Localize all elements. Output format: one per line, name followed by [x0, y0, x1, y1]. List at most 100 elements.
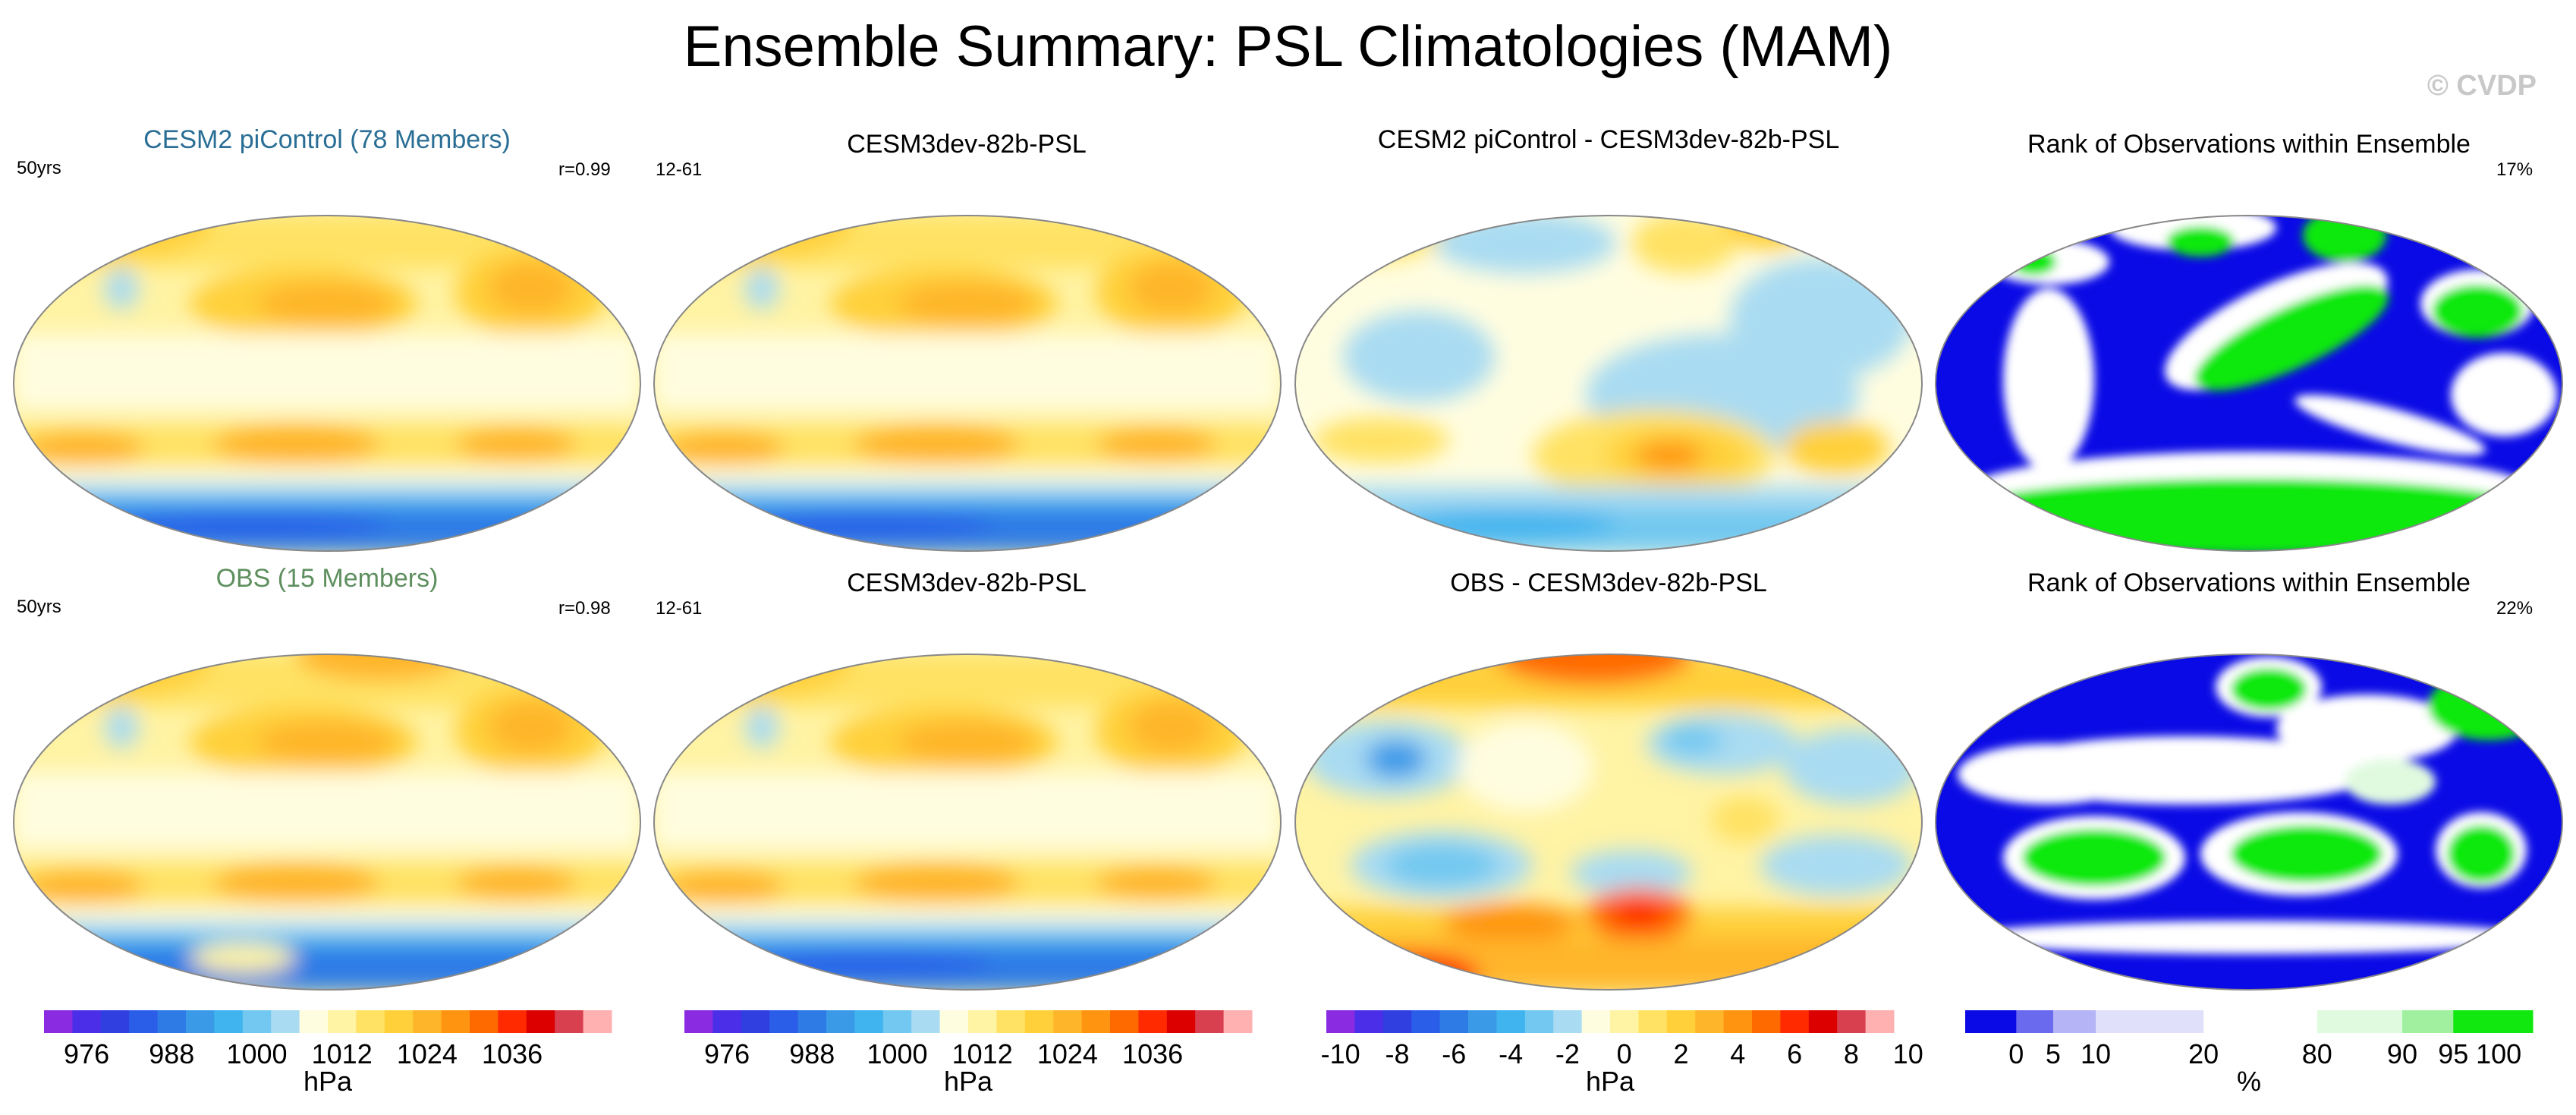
map-frame-r1c4	[1935, 215, 2563, 552]
colorbar-tick-label: 988	[789, 1038, 835, 1069]
colorbar-swatch	[882, 1010, 912, 1033]
colorbar-swatch	[769, 1010, 799, 1033]
colorbar-swatch	[1837, 1010, 1867, 1033]
panel-title-r2c1: OBS (15 Members)	[215, 564, 439, 593]
colorbar-swatch	[826, 1010, 855, 1033]
colorbar-swatch	[72, 1010, 102, 1033]
colorbar-tick-label: 10	[2081, 1038, 2111, 1069]
colorbar-swatch	[1752, 1010, 1781, 1033]
colorbar-swatch	[1382, 1010, 1412, 1033]
colorbar-tick-label: 6	[1787, 1038, 1802, 1069]
colorbar-tick-label: -8	[1385, 1038, 1409, 1069]
colorbar-swatch	[2096, 1010, 2204, 1033]
colorbar-swatch	[2317, 1010, 2403, 1033]
colorbar-swatch	[1110, 1010, 1139, 1033]
colorbar-swatch	[1166, 1010, 1196, 1033]
colorbar-swatch	[384, 1010, 414, 1033]
colorbar-swatch	[356, 1010, 385, 1033]
colorbar-tick-label: 1036	[482, 1038, 543, 1069]
pct-label-r1c4: 17%	[2496, 159, 2534, 180]
years-label-r2c2: 12-61	[656, 598, 703, 619]
panel-title-r1c3: CESM2 piControl - CESM3dev-82b-PSL	[1377, 125, 1840, 154]
colorbar-swatch	[1666, 1010, 1696, 1033]
colorbar-swatch	[1354, 1010, 1384, 1033]
map-frame-r1c1	[13, 215, 641, 552]
colorbar-tick-label: 976	[704, 1038, 750, 1069]
map-frame-r1c2	[653, 215, 1282, 552]
colorbar-swatch	[1496, 1010, 1526, 1033]
map-frame-r2c4	[1935, 654, 2563, 991]
years-label-r1c1: 50yrs	[17, 158, 61, 178]
colorbar-swatch	[684, 1010, 713, 1033]
colorbar-tick-label: -2	[1555, 1038, 1580, 1069]
colorbar-tick-label: 90	[2387, 1038, 2417, 1069]
colorbar-swatch	[328, 1010, 357, 1033]
years-label-r1c2: 12-61	[656, 159, 703, 180]
colorbar-swatch	[157, 1010, 187, 1033]
colorbar-swatch	[2052, 1010, 2096, 1033]
colorbar-swatch	[939, 1010, 969, 1033]
pct-label-r2c4: 22%	[2496, 598, 2534, 619]
colorbar-swatch	[911, 1010, 941, 1033]
colorbar-swatch	[1411, 1010, 1441, 1033]
colorbar-tick-label: 1024	[1037, 1038, 1098, 1069]
colorbar-swatch	[470, 1010, 499, 1033]
colorbar-tick-label: 8	[1844, 1038, 1859, 1069]
colorbar-swatch	[1053, 1010, 1083, 1033]
map-r2c4	[1936, 654, 2562, 990]
colorbar-swatch	[1780, 1010, 1810, 1033]
map-r1c1	[14, 216, 640, 551]
colorbar-tick-label: 20	[2188, 1038, 2219, 1069]
colorbar-tick-label: 2	[1673, 1038, 1688, 1069]
colorbar-swatch	[1553, 1010, 1583, 1033]
colorbar-swatch	[968, 1010, 997, 1033]
colorbar-swatch	[1581, 1010, 1611, 1033]
colorbar-swatch	[1195, 1010, 1225, 1033]
panel-title-r1c1: CESM2 piControl (78 Members)	[143, 125, 511, 154]
cvdp-watermark: © CVDP	[2427, 70, 2537, 102]
map-frame-r2c1	[13, 654, 641, 991]
colorbar-psl-col2: 976 988 1000 1012 1024 1036 hPa	[684, 1010, 1253, 1097]
colorbar-tick-label: 10	[1893, 1038, 1923, 1069]
colorbar-swatch	[555, 1010, 584, 1033]
colorbar-swatch	[1723, 1010, 1753, 1033]
colorbar-swatch	[299, 1010, 329, 1033]
colorbar-tick-label: 988	[149, 1038, 194, 1069]
colorbar-swatch	[1468, 1010, 1497, 1033]
colorbar-tick-label: 4	[1730, 1038, 1745, 1069]
colorbar-swatch	[2401, 1010, 2454, 1033]
colorbar-diff-col3: -10 -8 -6 -4 -2 0 2 4 6 8 10 hPa	[1321, 1010, 1923, 1097]
colorbar-tick-label: 1024	[397, 1038, 458, 1069]
colorbar-swatch	[2016, 1010, 2054, 1033]
colorbar-swatch	[712, 1010, 742, 1033]
colorbar-swatch	[1638, 1010, 1668, 1033]
colorbar-unit-label: hPa	[1586, 1066, 1635, 1097]
panel-title-r1c4: Rank of Observations within Ensemble	[2027, 130, 2471, 159]
colorbar-swatch	[44, 1010, 73, 1033]
colorbar-tick-label: 100	[2476, 1038, 2521, 1069]
colorbar-swatch	[854, 1010, 884, 1033]
panel-title-r2c2: CESM3dev-82b-PSL	[847, 569, 1087, 597]
map-r2c1	[14, 654, 640, 990]
colorbar-tick-label: 976	[64, 1038, 109, 1069]
colorbar-swatch	[526, 1010, 555, 1033]
colorbar-swatch	[186, 1010, 215, 1033]
colorbar-swatch	[413, 1010, 442, 1033]
colorbar-swatch	[996, 1010, 1026, 1033]
colorbar-tick-label: 95	[2438, 1038, 2468, 1069]
colorbar-swatch	[271, 1010, 300, 1033]
colorbar-unit-label: hPa	[304, 1066, 353, 1097]
panel-title-r2c3: OBS - CESM3dev-82b-PSL	[1450, 569, 1767, 597]
colorbar-swatch	[214, 1010, 244, 1033]
colorbar-swatch	[1223, 1010, 1253, 1033]
colorbar-swatch	[1965, 1010, 2017, 1033]
map-frame-r2c3	[1294, 654, 1923, 991]
panel-title-r1c2: CESM3dev-82b-PSL	[847, 130, 1087, 159]
corr-label-r2c1: r=0.98	[558, 598, 611, 619]
colorbar-swatch	[242, 1010, 272, 1033]
colorbar-tick-label: 1036	[1122, 1038, 1183, 1069]
colorbar-swatch	[1081, 1010, 1111, 1033]
colorbar-swatch	[2203, 1010, 2318, 1033]
map-frame-r1c3	[1294, 215, 1923, 552]
colorbar-swatch	[100, 1010, 130, 1033]
